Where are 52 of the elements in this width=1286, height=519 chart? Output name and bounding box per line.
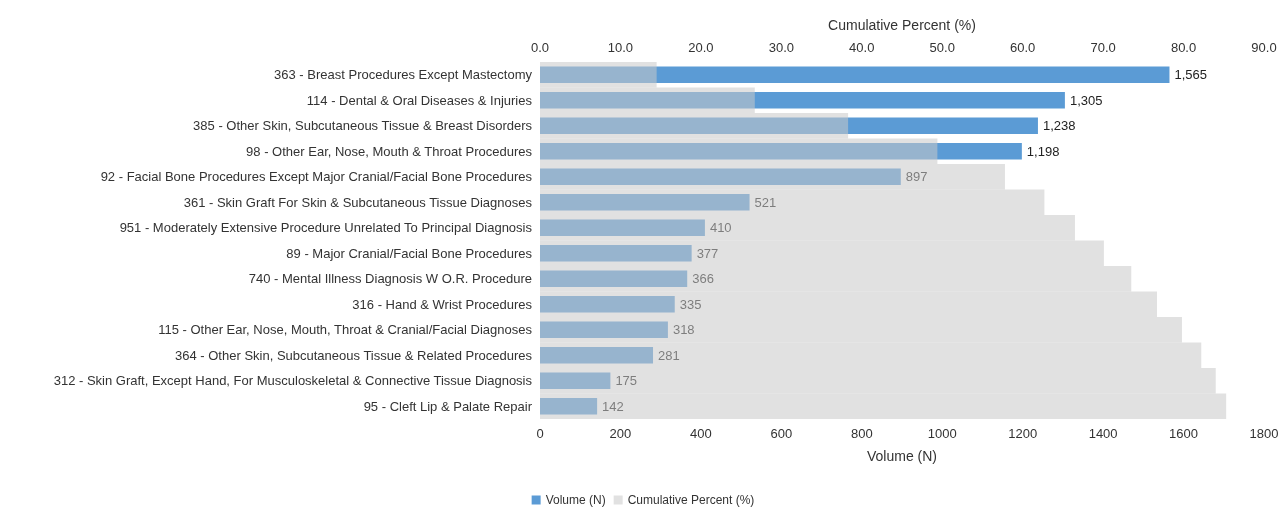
x2-tick-label: 30.0 (768, 40, 794, 55)
data-label: 318 (672, 322, 695, 338)
y-tick-label: 98 - Other Ear, Nose, Mouth & Throat Procedures (246, 143, 533, 159)
y-tick-label: 312 - Skin Graft, Except Hand, For Musculoskeletal & Connective Tissue Diagnosis (53, 373, 533, 389)
x-tick-label: 800 (850, 426, 873, 441)
x2-tick-label: 10.0 (607, 40, 634, 55)
x-tick-label: 600 (770, 426, 793, 441)
data-label: 897 (905, 169, 928, 185)
data-label: 335 (679, 296, 702, 312)
data-label: 521 (754, 194, 777, 210)
x-tick-label: 200 (609, 426, 632, 441)
x-tick-label: 1000 (927, 426, 957, 441)
x-tick-label: 1400 (1088, 426, 1118, 441)
y-tick-label: 92 - Facial Bone Procedures Except Major Cranial/Facial Bone Procedures (100, 169, 533, 185)
legend-label: Volume (N) (545, 493, 606, 507)
y-tick-label: 363 - Breast Procedures Except Mastectomy (274, 67, 533, 83)
x-tick-label: 1200 (1008, 426, 1038, 441)
data-label: 377 (696, 245, 719, 261)
y-tick-label: 364 - Other Skin, Subcutaneous Tissue & Related Procedures (175, 347, 533, 363)
x-tick-label: 1800 (1249, 426, 1279, 441)
y-tick-label: 89 - Major Cranial/Facial Bone Procedures (286, 245, 533, 261)
data-label: 1,238 (1042, 118, 1076, 134)
data-label: 142 (602, 398, 624, 414)
data-label: 1,305 (1069, 92, 1103, 108)
legend-label: Cumulative Percent (%) (627, 493, 755, 507)
y-tick-label: 114 - Dental & Oral Diseases & Injuries (306, 92, 533, 108)
x-tick-label: 0 (536, 426, 544, 441)
y-tick-label: 361 - Skin Graft For Skin & Subcutaneous Tissue Diagnoses (183, 194, 533, 210)
y-tick-label: 951 - Moderately Extensive Procedure Unrelated To Principal Diagnosis (119, 220, 533, 236)
x2-tick-label: 70.0 (1090, 40, 1116, 55)
data-label: 410 (709, 220, 732, 236)
x2-tick-label: 90.0 (1251, 40, 1277, 55)
y-tick-label: 95 - Cleft Lip & Palate Repair (363, 398, 533, 414)
data-label: 281 (658, 347, 680, 363)
x2-axis-title: Cumulative Percent (%) (828, 17, 976, 33)
y-tick-label: 740 - Mental Illness Diagnosis W O.R. Procedure (248, 271, 532, 287)
x-tick-label: 1600 (1169, 426, 1199, 441)
x2-tick-label: 20.0 (688, 40, 714, 55)
x-tick-label: 400 (690, 426, 712, 441)
x2-tick-label: 0.0 (530, 40, 550, 55)
data-label: 1,565 (1174, 67, 1208, 83)
y-tick-label: 115 - Other Ear, Nose, Mouth, Throat & Cranial/Facial Diagnoses (158, 322, 533, 338)
y-tick-label: 316 - Hand & Wrist Procedures (352, 296, 533, 312)
data-label: 1,198 (1026, 143, 1060, 159)
x2-tick-label: 80.0 (1170, 40, 1197, 55)
x2-tick-label: 40.0 (849, 40, 875, 55)
y-tick-label: 385 - Other Skin, Subcutaneous Tissue & Breast Disorders (193, 118, 533, 134)
x2-tick-label: 50.0 (929, 40, 955, 55)
data-label: 366 (692, 271, 714, 287)
x2-tick-label: 60.0 (1010, 40, 1036, 55)
x-axis-title: Volume (N) (866, 448, 938, 464)
data-label: 175 (615, 373, 638, 389)
